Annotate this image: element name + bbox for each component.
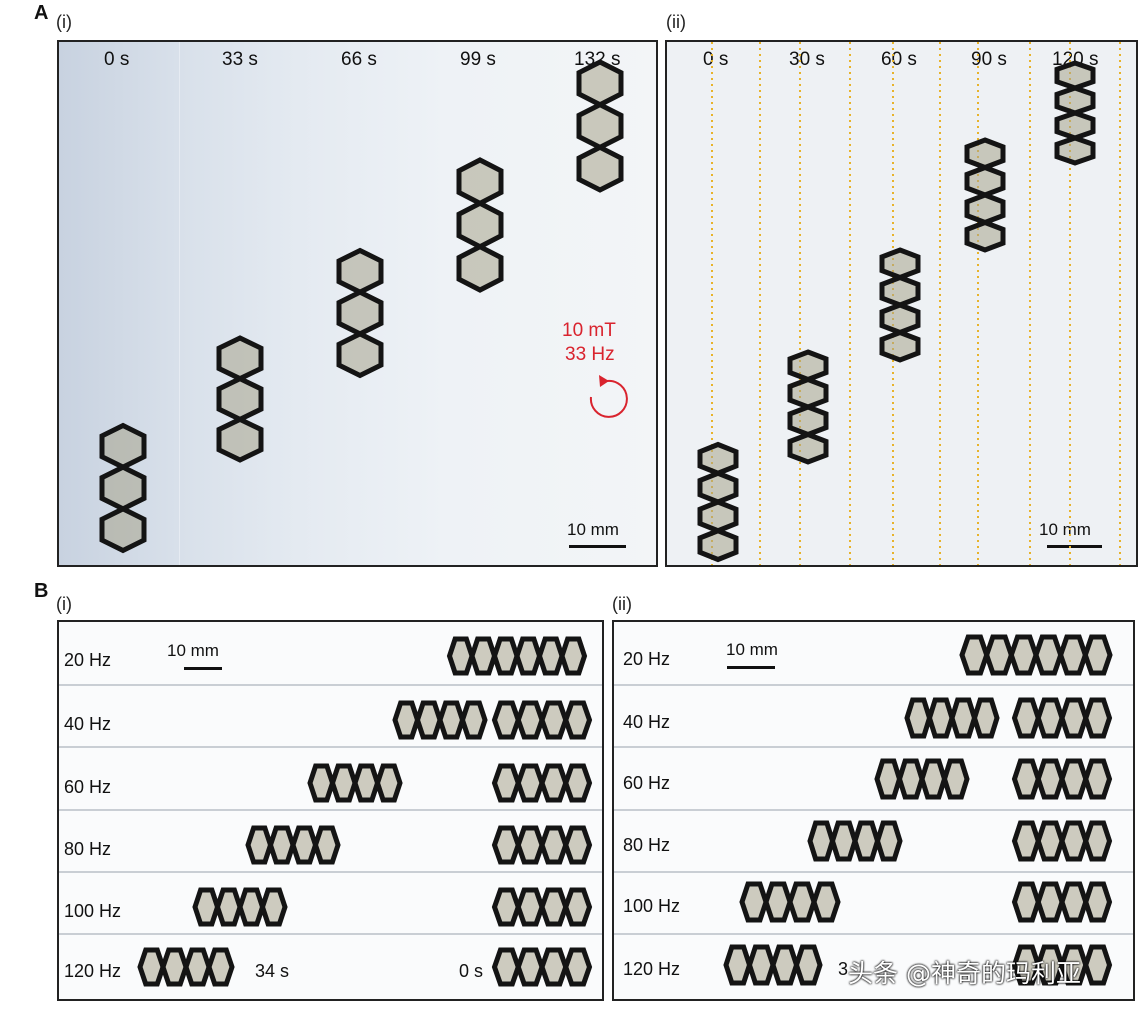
robot <box>697 441 739 563</box>
scale-bar-label: 10 mm <box>726 640 778 659</box>
frequency-label: 80 Hz <box>64 839 112 859</box>
robot <box>1011 758 1113 800</box>
frequency-label: 120 Hz <box>64 961 122 981</box>
field-frequency: 33 Hz <box>565 344 615 365</box>
start-time-label: 0 s <box>459 961 484 981</box>
panel-b-i-label: (i) <box>56 594 72 614</box>
end-time-label: 3 <box>838 959 849 979</box>
robot <box>192 887 288 927</box>
scale-bar <box>184 667 222 670</box>
robot <box>491 825 593 865</box>
panel-b-ii-label: (ii) <box>612 594 632 614</box>
frequency-label: 120 Hz <box>623 959 681 979</box>
frequency-label: 40 Hz <box>623 712 671 732</box>
time-label: 0 s <box>703 49 729 70</box>
robot <box>137 947 235 987</box>
scale-bar-label: 10 mm <box>567 520 619 539</box>
time-label: 60 s <box>881 49 917 70</box>
robot <box>446 636 588 676</box>
robot <box>491 763 593 803</box>
robot <box>491 700 593 740</box>
robot <box>216 335 264 463</box>
robot <box>787 349 829 465</box>
time-label: 0 s <box>104 49 130 70</box>
scale-bar-label: 10 mm <box>1039 520 1091 539</box>
frequency-label: 100 Hz <box>64 901 122 921</box>
robot <box>1011 881 1113 923</box>
time-label: 66 s <box>341 49 377 70</box>
scale-bar <box>727 666 775 669</box>
robot <box>491 947 593 987</box>
robot <box>723 944 823 986</box>
robot <box>1054 60 1096 166</box>
scale-bar <box>569 545 626 548</box>
robot <box>874 758 970 800</box>
panel-b-label: B <box>34 580 49 602</box>
frequency-label: 20 Hz <box>623 649 671 669</box>
frequency-label: 40 Hz <box>64 714 112 734</box>
frequency-label: 80 Hz <box>623 835 671 855</box>
scale-bar-label: 10 mm <box>167 641 219 660</box>
watermark: 头条 @神奇的玛利亚 <box>848 959 1081 988</box>
robot <box>739 881 841 923</box>
robot <box>959 634 1113 676</box>
panel-a-ii-label: (ii) <box>666 12 686 32</box>
frequency-label: 100 Hz <box>623 896 681 916</box>
robot <box>491 887 593 927</box>
frequency-label: 60 Hz <box>623 773 671 793</box>
robot <box>456 157 504 293</box>
robot <box>245 825 341 865</box>
end-time-label: 34 s <box>255 961 290 981</box>
robot <box>307 763 403 803</box>
time-label: 90 s <box>971 49 1007 70</box>
robot <box>1011 697 1113 739</box>
robot <box>879 247 921 363</box>
time-label: 33 s <box>222 49 258 70</box>
robot <box>576 59 624 193</box>
panel-a-i-label: (i) <box>56 12 72 32</box>
field-strength: 10 mT <box>562 320 616 341</box>
time-label: 30 s <box>789 49 825 70</box>
frequency-label: 20 Hz <box>64 650 112 670</box>
robot <box>964 137 1006 253</box>
robot <box>1011 820 1113 862</box>
robot <box>336 247 384 379</box>
robot <box>807 820 903 862</box>
panel-a-label: A <box>34 2 49 24</box>
robot <box>392 700 488 740</box>
robot <box>904 697 1000 739</box>
time-label: 99 s <box>460 49 496 70</box>
scale-bar <box>1047 545 1102 548</box>
frequency-label: 60 Hz <box>64 777 112 797</box>
robot <box>1011 944 1113 986</box>
robot <box>99 422 147 554</box>
rotation-arrow-icon <box>589 375 628 418</box>
